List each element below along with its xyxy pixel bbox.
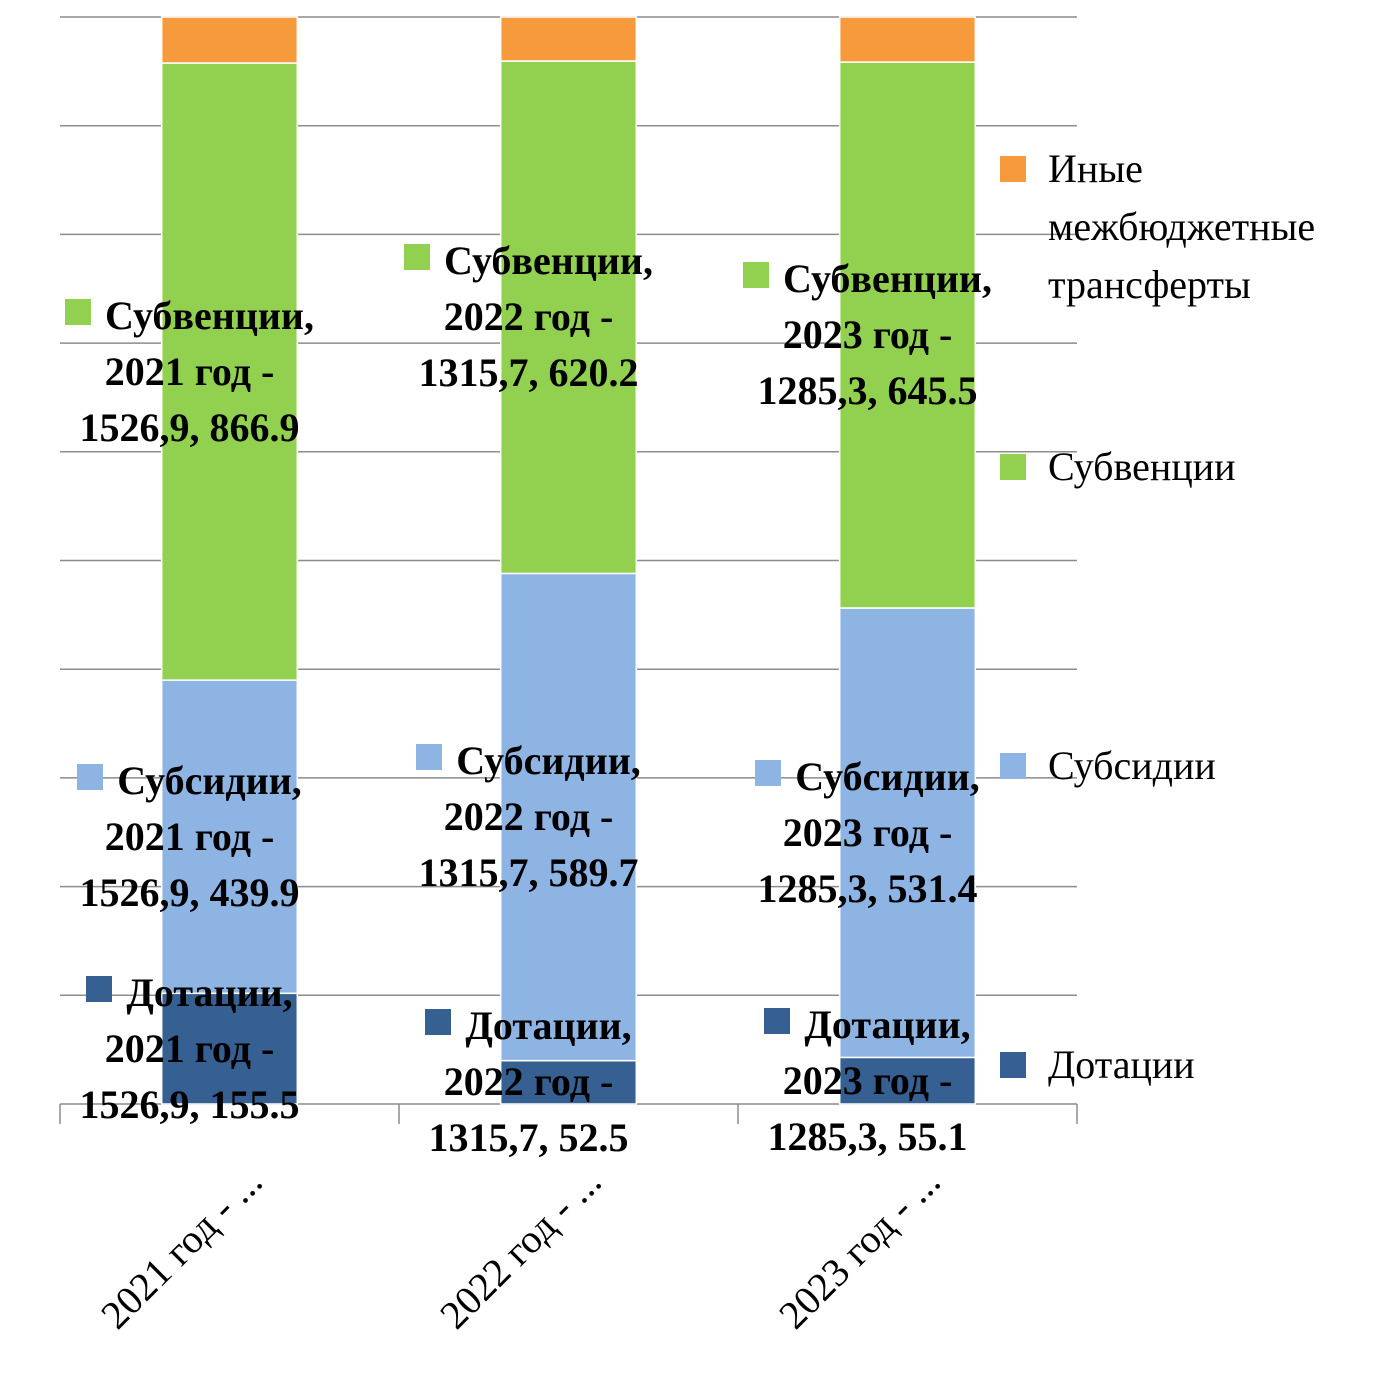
bar-segment xyxy=(838,61,977,609)
legend-label: Субвенции xyxy=(1048,444,1236,489)
label-key xyxy=(743,262,770,289)
data-label-text: Дотации, 2022 год - 1315,7, 52.5 xyxy=(428,1003,632,1161)
label-key xyxy=(77,763,104,790)
data-label: Субвенции, 2021 год - 1526,9, 866.9 xyxy=(45,288,335,456)
legend-entry: Субвенции xyxy=(1000,438,1376,496)
bar-segment xyxy=(160,62,299,681)
legend-label: Иные межбюджетные трансферты xyxy=(1048,146,1316,307)
data-label-text: Дотации, 2023 год - 1285,3, 55.1 xyxy=(767,1001,971,1159)
bar-segment xyxy=(499,16,638,62)
bar-segment xyxy=(838,16,977,63)
legend-entry: Субсидии xyxy=(1000,737,1376,795)
x-tick-label: 2023 год - ... xyxy=(770,1159,949,1338)
label-key xyxy=(764,1007,791,1034)
label-key xyxy=(86,975,113,1002)
data-label-text: Субвенции, 2021 год - 1526,9, 866.9 xyxy=(79,292,314,450)
bar-segment xyxy=(160,679,299,995)
data-label: Субсидии, 2022 год - 1315,7, 589.7 xyxy=(384,733,674,901)
data-label: Дотации, 2021 год - 1526,9, 155.5 xyxy=(45,965,335,1133)
label-key xyxy=(755,759,782,786)
label-key xyxy=(416,744,443,771)
legend-entry: Дотации xyxy=(1000,1036,1376,1094)
legend-entry: Иные межбюджетные трансферты xyxy=(1000,140,1376,314)
bar-segment xyxy=(499,572,638,1062)
data-label: Субвенции, 2022 год - 1315,7, 620.2 xyxy=(384,233,674,401)
legend-key xyxy=(1000,156,1026,182)
label-key xyxy=(404,244,431,271)
bar-segment xyxy=(499,60,638,575)
legend-key xyxy=(1000,1052,1026,1078)
data-label: Дотации, 2023 год - 1285,3, 55.1 xyxy=(723,997,1013,1165)
data-label-text: Субвенции, 2023 год - 1285,3, 645.5 xyxy=(757,256,992,414)
legend-label: Субсидии xyxy=(1048,743,1216,788)
x-tick-label: 2022 год - ... xyxy=(431,1159,610,1338)
data-label: Субсидии, 2023 год - 1285,3, 531.4 xyxy=(723,749,1013,917)
data-label: Субсидии, 2021 год - 1526,9, 439.9 xyxy=(45,753,335,921)
data-label-text: Субсидии, 2022 год - 1315,7, 589.7 xyxy=(418,738,641,896)
bar-segment xyxy=(838,1056,977,1105)
legend-label: Дотации xyxy=(1048,1042,1195,1087)
data-label-text: Субвенции, 2022 год - 1315,7, 620.2 xyxy=(418,238,653,396)
legend-key xyxy=(1000,454,1026,480)
x-tick-label: 2021 год - ... xyxy=(92,1159,271,1338)
data-label: Дотации, 2022 год - 1315,7, 52.5 xyxy=(384,998,674,1166)
bar-segment xyxy=(838,607,977,1059)
bar-segment xyxy=(499,1059,638,1105)
data-label-text: Субсидии, 2021 год - 1526,9, 439.9 xyxy=(79,757,302,915)
bar-segment xyxy=(160,992,299,1105)
label-key xyxy=(65,298,92,325)
data-label-text: Субсидии, 2023 год - 1285,3, 531.4 xyxy=(757,753,980,911)
data-label: Субвенции, 2023 год - 1285,3, 645.5 xyxy=(723,251,1013,419)
legend-key xyxy=(1000,753,1026,779)
bar-segment xyxy=(160,16,299,64)
data-label-text: Дотации, 2021 год - 1526,9, 155.5 xyxy=(79,969,300,1127)
label-key xyxy=(425,1009,452,1036)
